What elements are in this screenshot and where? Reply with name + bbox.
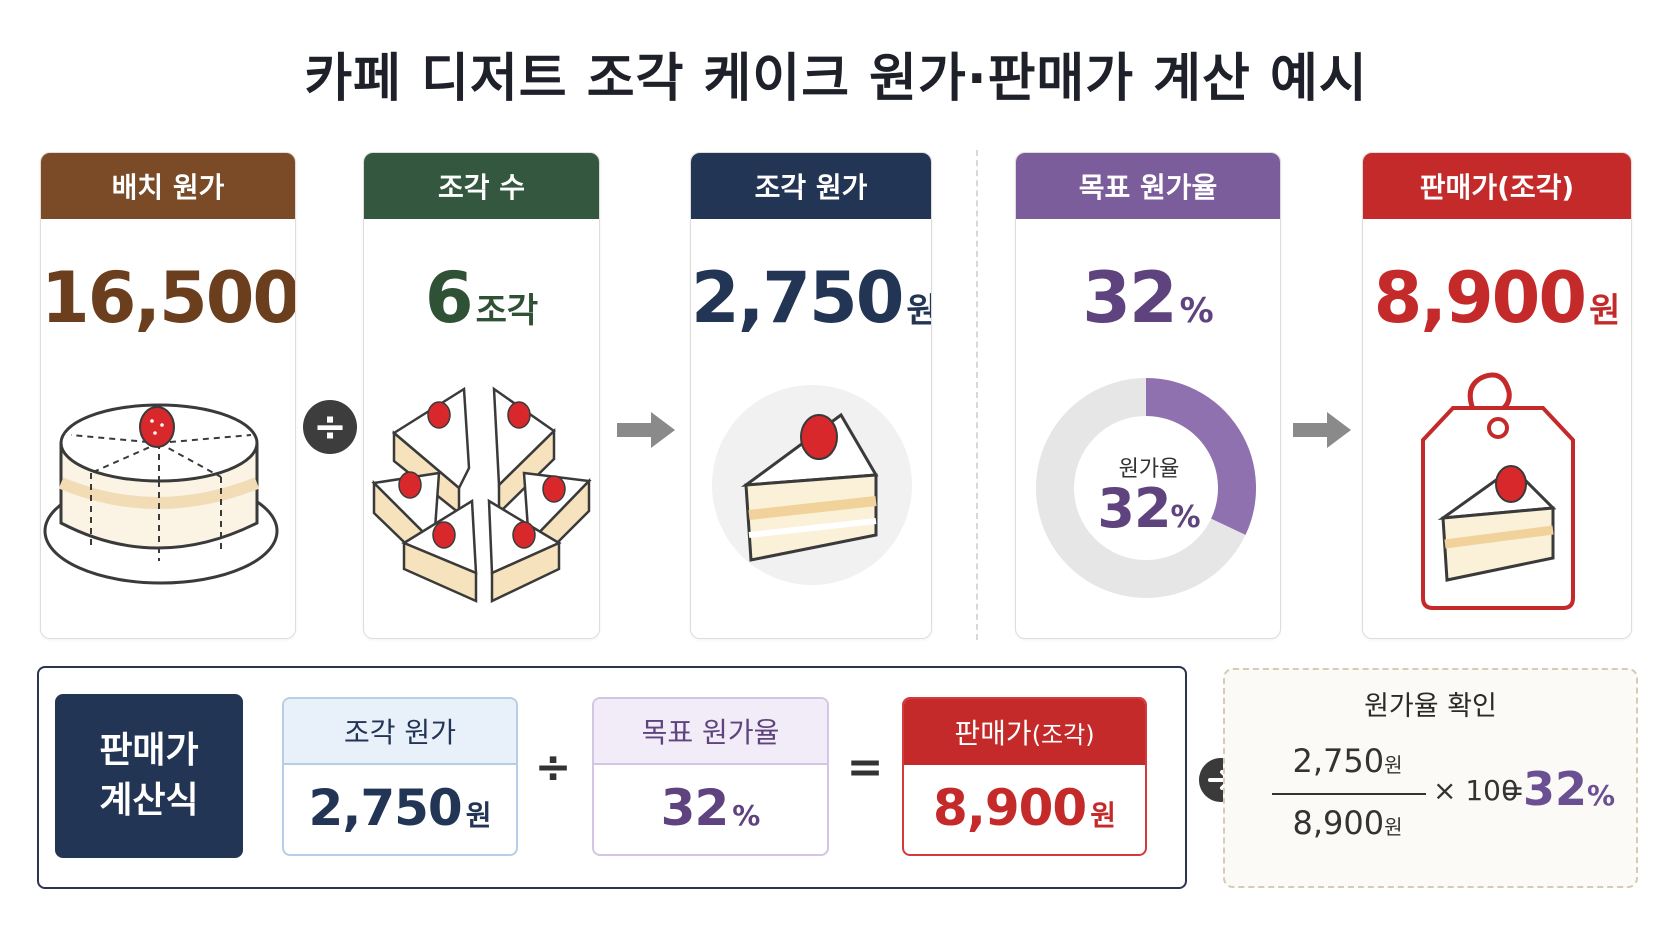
card-label: 조각 수 [437, 171, 526, 204]
card-header: 조각 원가 [691, 153, 931, 219]
result-value: 32 [1523, 762, 1588, 816]
formula-cell-header: 조각 원가 [284, 699, 516, 765]
denominator-unit: 원 [1384, 815, 1403, 839]
check-equals: = [1501, 774, 1525, 807]
formula-cell-label: 목표 원가율 [641, 716, 780, 749]
card-label: 조각 원가 [754, 171, 868, 204]
whole-cake-icon [43, 403, 279, 585]
donut-arc [1145, 378, 1256, 535]
check-result: 32% [1523, 762, 1615, 816]
card-sale-price: 판매가(조각) 8,900 원 [1362, 152, 1632, 639]
divide-icon: ÷ [303, 400, 357, 454]
value-unit: 원 [1589, 291, 1621, 331]
value-unit: 조각 [475, 291, 539, 331]
formula-sale-price: 판매가 (조각) 8,900 원 [902, 697, 1147, 856]
cake-slice-icon [712, 385, 912, 585]
value-number: 2,750 [308, 779, 463, 837]
check-title: 원가율 확인 [1364, 691, 1497, 722]
card-header: 배치 원가 [41, 153, 295, 219]
formula-cell-header: 판매가 (조각) [904, 699, 1145, 765]
donut-label: 원가율 [1118, 457, 1180, 482]
multiplier: × 100 [1433, 774, 1519, 807]
donut-chart-icon [1036, 378, 1256, 598]
card-batch-cost: 배치 원가 16,500원 [40, 152, 296, 639]
value-number: 2,750 [691, 257, 904, 339]
value-number: 32 [1082, 257, 1177, 339]
equals-symbol: = [846, 742, 884, 793]
value-unit: 원 [1090, 799, 1116, 832]
formula-piece-cost: 조각 원가 2,750 원 [282, 697, 518, 856]
card-header: 목표 원가율 [1016, 153, 1280, 219]
page-title: 카페 디저트 조각 케이크 원가·판매가 계산 예시 [304, 49, 1368, 109]
card-value: 8,900 원 [1363, 257, 1631, 339]
divide-symbol: ÷ [534, 742, 572, 793]
value-number: 8,900 [1373, 257, 1587, 339]
formula-cell-header: 목표 원가율 [594, 699, 827, 765]
numerator-value: 2,750 [1292, 742, 1385, 780]
arrow-right-icon [617, 412, 675, 448]
card-target-ratio: 목표 원가율 32% 원가율 32% [1015, 152, 1281, 639]
formula-label-line1: 판매가 [99, 729, 199, 771]
formula-cell-label-suffix: (조각) [1031, 720, 1095, 749]
value-number: 6 [424, 257, 474, 339]
donut-unit: % [1170, 500, 1201, 535]
value-number: 16,500 [41, 257, 296, 339]
formula-cell-label: 판매가 [954, 717, 1032, 750]
fraction-denominator: 8,900원 [1280, 804, 1415, 842]
card-value: 32% [1016, 257, 1280, 339]
card-value: 2,750원 [691, 257, 931, 339]
card-header: 조각 수 [364, 153, 599, 219]
fraction-line [1272, 793, 1426, 795]
arrow-right-icon [1293, 412, 1351, 448]
value-number: 8,900 [933, 779, 1087, 837]
card-piece-cost: 조각 원가 2,750원 [690, 152, 932, 639]
value-number: 32 [660, 779, 730, 837]
formula-cell-label: 조각 원가 [344, 716, 456, 749]
section-divider [976, 150, 978, 640]
formula-label: 판매가 계산식 [55, 694, 243, 858]
result-unit: % [1587, 779, 1616, 812]
fraction-numerator: 2,750원 [1280, 742, 1415, 780]
numerator-unit: 원 [1384, 753, 1403, 777]
formula-cell-value: 2,750 원 [284, 779, 516, 837]
card-pieces: 조각 수 6 조각 [363, 152, 600, 639]
value-unit: 원 [465, 799, 492, 832]
card-label: 판매가(조각) [1419, 171, 1575, 204]
donut-number: 32 [1097, 477, 1171, 540]
cut-cake-icon [371, 386, 592, 603]
card-value: 6 조각 [364, 257, 599, 339]
card-value: 16,500원 [41, 257, 295, 339]
formula-label-line2: 계산식 [99, 780, 199, 821]
formula-target-ratio: 목표 원가율 32% [592, 697, 829, 856]
value-unit: % [732, 799, 761, 832]
value-unit: 원 [906, 291, 931, 331]
ratio-check-panel: 원가율 확인 2,750원 8,900원 × 100 = 32% [1223, 668, 1638, 888]
card-header: 판매가(조각) [1363, 153, 1631, 219]
price-tag-icon [1421, 372, 1575, 610]
value-unit: % [1179, 291, 1214, 331]
donut-value: 32% [1016, 477, 1280, 540]
card-label: 배치 원가 [111, 171, 225, 204]
formula-cell-value: 32% [594, 779, 827, 837]
card-label: 목표 원가율 [1078, 171, 1218, 204]
formula-cell-value: 8,900 원 [904, 779, 1145, 837]
denominator-value: 8,900 [1292, 804, 1385, 842]
